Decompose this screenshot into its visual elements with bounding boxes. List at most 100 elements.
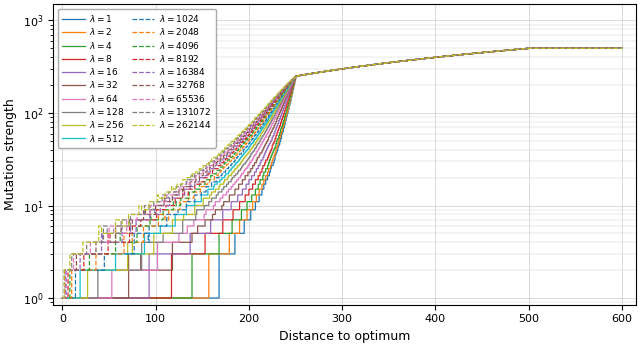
$\lambda=64$ [94,296,102,300]
$\lambda=131072$ [525,46,532,50]
$\lambda=16$ [243,182,251,186]
Line: $\lambda=512$: $\lambda=512$ [63,48,622,298]
$\lambda=262144$ [582,46,589,50]
$\lambda=16384$ [504,48,512,52]
$\lambda=256$ [59,296,67,300]
$\lambda=1024$ [94,268,102,272]
$\lambda=128$ [601,46,609,50]
$\lambda=262144$ [601,46,609,50]
$\lambda=4096$ [94,252,102,256]
Line: $\lambda=65536$: $\lambda=65536$ [63,48,622,298]
$\lambda=128$ [243,158,251,162]
$\lambda=4$ [582,46,589,50]
$\lambda=262144$ [618,46,626,50]
$\lambda=4096$ [163,208,171,212]
$\lambda=1$ [504,48,512,52]
$\lambda=32768$ [582,46,589,50]
$\lambda=8$ [582,46,589,50]
$\lambda=1024$ [59,296,67,300]
$\lambda=8192$ [601,46,609,50]
$\lambda=65536$ [59,296,67,300]
$\lambda=2$ [94,296,102,300]
$\lambda=512$ [618,46,626,50]
Line: $\lambda=2$: $\lambda=2$ [63,48,622,298]
$\lambda=64$ [582,46,589,50]
$\lambda=64$ [504,48,512,52]
$\lambda=4$ [601,46,609,50]
$\lambda=32768$ [94,240,102,244]
$\lambda=8$ [163,296,171,300]
$\lambda=32768$ [163,200,171,204]
$\lambda=16$ [618,46,626,50]
$\lambda=512$ [504,48,512,52]
$\lambda=1024$ [618,46,626,50]
$\lambda=64$ [163,240,171,244]
$\lambda=2048$ [163,218,171,222]
$\lambda=128$ [618,46,626,50]
$\lambda=4$ [59,296,67,300]
$\lambda=8192$ [582,46,589,50]
$\lambda=4096$ [525,46,532,50]
$\lambda=16$ [525,46,532,50]
$\lambda=65536$ [618,46,626,50]
$\lambda=32768$ [243,130,251,134]
$\lambda=256$ [94,268,102,272]
$\lambda=8192$ [94,252,102,256]
$\lambda=512$ [601,46,609,50]
$\lambda=32$ [618,46,626,50]
$\lambda=4$ [504,48,512,52]
$\lambda=2$ [243,208,251,212]
$\lambda=2048$ [94,252,102,256]
$\lambda=8192$ [525,46,532,50]
$\lambda=65536$ [601,46,609,50]
Line: $\lambda=32768$: $\lambda=32768$ [63,48,622,298]
$\lambda=262144$ [525,46,532,50]
$\lambda=16384$ [94,252,102,256]
$\lambda=2$ [601,46,609,50]
$\lambda=65536$ [582,46,589,50]
$\lambda=64$ [601,46,609,50]
$\lambda=4096$ [601,46,609,50]
$\lambda=256$ [618,46,626,50]
$\lambda=4$ [243,200,251,204]
$\lambda=8$ [618,46,626,50]
$\lambda=2048$ [618,46,626,50]
$\lambda=32$ [582,46,589,50]
$\lambda=16384$ [618,46,626,50]
$\lambda=8$ [601,46,609,50]
$\lambda=131072$ [94,240,102,244]
$\lambda=512$ [163,224,171,228]
Line: $\lambda=262144$: $\lambda=262144$ [63,48,622,298]
$\lambda=32768$ [601,46,609,50]
$\lambda=2$ [525,46,532,50]
$\lambda=262144$ [504,48,512,52]
$\lambda=131072$ [582,46,589,50]
$\lambda=128$ [163,231,171,235]
X-axis label: Distance to optimum: Distance to optimum [279,330,410,343]
$\lambda=512$ [582,46,589,50]
$\lambda=8$ [59,296,67,300]
$\lambda=128$ [582,46,589,50]
$\lambda=65536$ [94,240,102,244]
Legend: $\lambda=1$, $\lambda=2$, $\lambda=4$, $\lambda=8$, $\lambda=16$, $\lambda=32$, : $\lambda=1$, $\lambda=2$, $\lambda=4$, $… [58,9,216,148]
$\lambda=262144$ [163,190,171,194]
$\lambda=8192$ [243,134,251,138]
Line: $\lambda=2048$: $\lambda=2048$ [63,48,622,298]
$\lambda=256$ [243,152,251,156]
$\lambda=8192$ [618,46,626,50]
$\lambda=1$ [525,46,532,50]
$\lambda=256$ [601,46,609,50]
$\lambda=131072$ [59,296,67,300]
$\lambda=8$ [504,48,512,52]
$\lambda=16384$ [59,296,67,300]
$\lambda=8$ [243,193,251,197]
$\lambda=4$ [618,46,626,50]
$\lambda=4096$ [582,46,589,50]
$\lambda=32$ [504,48,512,52]
$\lambda=256$ [504,48,512,52]
$\lambda=8192$ [163,203,171,208]
$\lambda=32768$ [525,46,532,50]
$\lambda=512$ [94,268,102,272]
$\lambda=2048$ [582,46,589,50]
Line: $\lambda=1$: $\lambda=1$ [63,48,622,298]
